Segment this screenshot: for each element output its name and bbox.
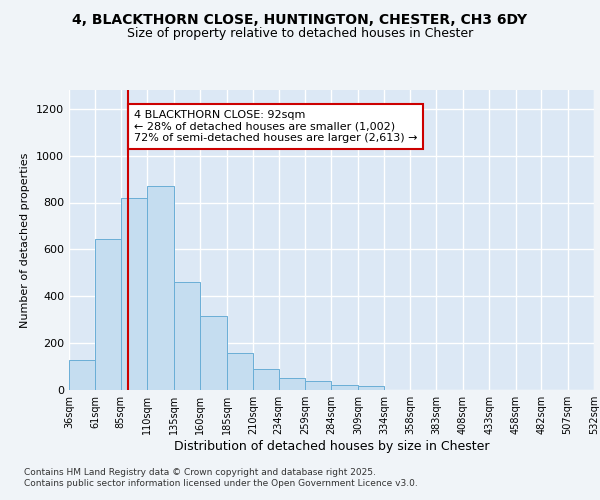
Bar	[305, 380, 331, 390]
Bar	[121, 198, 148, 390]
Bar	[148, 186, 174, 390]
Bar	[227, 353, 253, 390]
Y-axis label: Number of detached properties: Number of detached properties	[20, 152, 31, 328]
Bar	[95, 239, 121, 390]
Bar	[174, 282, 200, 390]
Bar	[253, 369, 278, 390]
Text: Size of property relative to detached houses in Chester: Size of property relative to detached ho…	[127, 28, 473, 40]
Bar	[200, 316, 227, 390]
Bar	[331, 386, 358, 390]
X-axis label: Distribution of detached houses by size in Chester: Distribution of detached houses by size …	[174, 440, 489, 453]
Text: 4, BLACKTHORN CLOSE, HUNTINGTON, CHESTER, CH3 6DY: 4, BLACKTHORN CLOSE, HUNTINGTON, CHESTER…	[73, 12, 527, 26]
Bar	[358, 386, 385, 390]
Bar	[278, 378, 305, 390]
Text: 4 BLACKTHORN CLOSE: 92sqm
← 28% of detached houses are smaller (1,002)
72% of se: 4 BLACKTHORN CLOSE: 92sqm ← 28% of detac…	[134, 110, 417, 143]
Bar	[69, 360, 95, 390]
Text: Contains HM Land Registry data © Crown copyright and database right 2025.
Contai: Contains HM Land Registry data © Crown c…	[24, 468, 418, 487]
